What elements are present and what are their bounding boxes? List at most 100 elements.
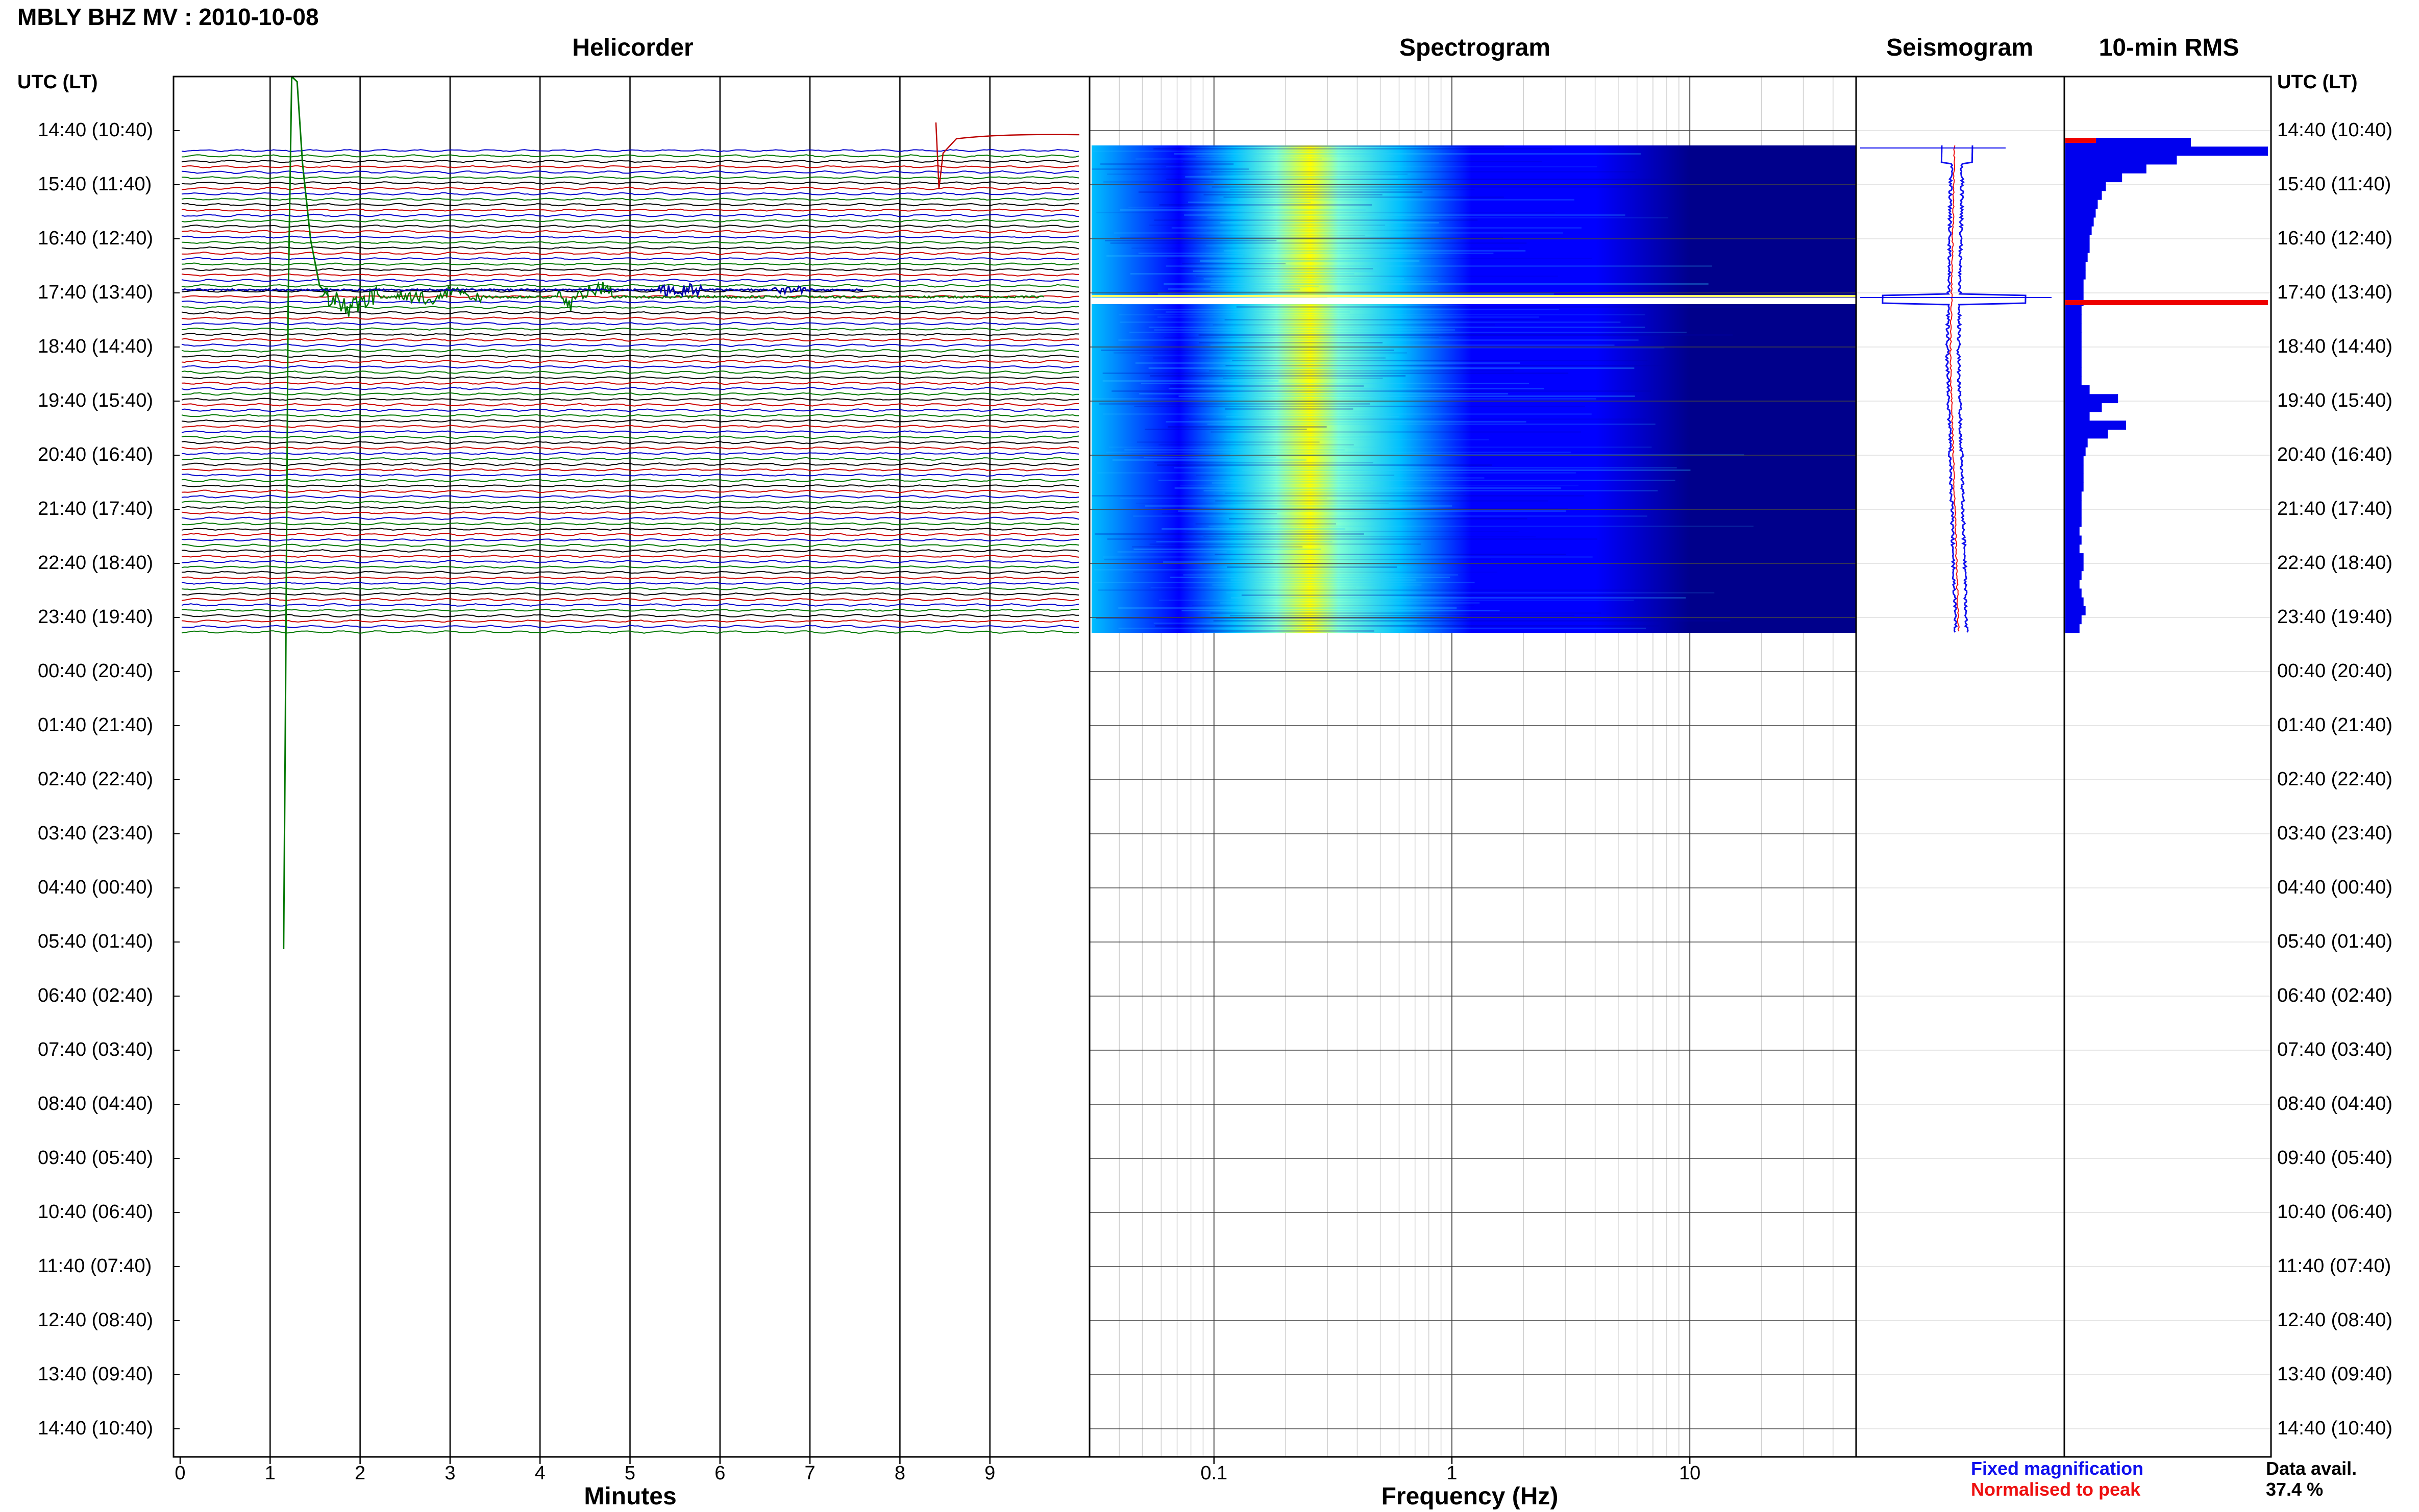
rms-bar bbox=[2065, 138, 2191, 147]
time-label-left: 06:40 (02:40) bbox=[38, 985, 154, 1006]
spectrogram-texture bbox=[1120, 498, 1327, 499]
spectrogram-texture bbox=[1180, 268, 1373, 269]
helicorder-trace-line bbox=[181, 316, 1079, 320]
helicorder-trace-line bbox=[181, 468, 1079, 472]
helicorder-trace-line bbox=[181, 560, 1079, 563]
helicorder-trace-line bbox=[181, 565, 1079, 569]
minute-tick-label: 8 bbox=[894, 1463, 905, 1484]
spectrogram-texture bbox=[1174, 153, 1641, 155]
rms-title: 10-min RMS bbox=[2099, 34, 2239, 61]
spectrogram-texture bbox=[1132, 546, 1303, 548]
helicorder-trace-line bbox=[181, 608, 1079, 612]
rms-bar bbox=[2065, 385, 2090, 394]
helicorder-trace-line bbox=[181, 268, 1079, 271]
spectrogram-texture bbox=[1210, 286, 1319, 287]
spectrogram-texture bbox=[1112, 390, 1651, 392]
helicorder-trace-line bbox=[181, 241, 1079, 244]
spectrogram-texture bbox=[1118, 339, 1639, 341]
utc-header-right: UTC (LT) bbox=[2277, 71, 2358, 93]
spectrogram-texture bbox=[1184, 214, 1625, 216]
time-label-left: 04:40 (00:40) bbox=[38, 877, 154, 898]
rms-bar bbox=[2065, 261, 2086, 271]
time-label-left: 22:40 (18:40) bbox=[38, 552, 154, 574]
rms-bar bbox=[2065, 580, 2080, 589]
time-label-left: 14:40 (10:40) bbox=[38, 119, 154, 141]
spectrogram-texture bbox=[1162, 513, 1277, 514]
spectrogram-texture bbox=[1154, 219, 1478, 221]
spectrogram-texture bbox=[1164, 283, 1709, 285]
spectrogram-texture bbox=[1207, 217, 1668, 218]
helicorder-trace-line bbox=[181, 506, 1079, 509]
spectrogram-texture bbox=[1096, 617, 1468, 619]
time-label-left: 10:40 (06:40) bbox=[38, 1201, 154, 1223]
minute-tick-label: 0 bbox=[175, 1463, 186, 1484]
legend-normalised-to-peak: Normalised to peak bbox=[1971, 1479, 2141, 1500]
rms-bar bbox=[2065, 208, 2096, 218]
frequency-tick-label: 1 bbox=[1446, 1463, 1458, 1484]
helicorder-trace-line bbox=[181, 306, 1079, 309]
helicorder-trace-line bbox=[181, 327, 1079, 331]
rms-bar bbox=[2065, 562, 2084, 572]
spectrogram-texture bbox=[1104, 559, 1491, 560]
spectrogram-texture bbox=[1236, 520, 1380, 522]
spectrogram-event-band bbox=[1092, 295, 1856, 297]
spectrogram-texture bbox=[1148, 327, 1645, 328]
time-label-right: 20:40 (16:40) bbox=[2277, 444, 2393, 465]
spectrogram-texture bbox=[1183, 161, 1542, 162]
spectrogram-texture bbox=[1138, 191, 1423, 193]
time-label-right: 22:40 (18:40) bbox=[2277, 552, 2393, 574]
minute-tick-label: 5 bbox=[624, 1463, 636, 1484]
spectrogram-texture bbox=[1158, 444, 1354, 445]
spectrogram-title: Spectrogram bbox=[1399, 34, 1551, 61]
helicorder-trace-line bbox=[181, 279, 1079, 282]
rms-bar bbox=[2065, 350, 2082, 359]
spectrogram-texture bbox=[1244, 347, 1665, 349]
rms-bar bbox=[2065, 235, 2090, 244]
helicorder-grid bbox=[174, 77, 991, 1464]
helicorder-trace-line bbox=[181, 435, 1079, 439]
rms-bar bbox=[2065, 314, 2082, 324]
spectrogram-texture bbox=[1150, 375, 1406, 377]
time-label-right: 13:40 (09:40) bbox=[2277, 1364, 2393, 1385]
helicorder-trace-line bbox=[181, 149, 1079, 153]
helicorder-trace-line bbox=[181, 392, 1079, 396]
spectrogram-texture bbox=[1241, 594, 1658, 596]
helicorder-trace-line bbox=[181, 343, 1079, 347]
spectrogram-texture bbox=[1155, 625, 1659, 627]
spectrogram-texture bbox=[1186, 531, 1519, 532]
helicorder-trace-line bbox=[181, 370, 1079, 375]
spectrogram-texture bbox=[1230, 579, 1416, 581]
rms-bar bbox=[2065, 509, 2082, 518]
time-label-right: 10:40 (06:40) bbox=[2277, 1201, 2393, 1223]
helicorder-trace-line bbox=[181, 159, 1079, 163]
rms-bar bbox=[2065, 403, 2102, 412]
spectrogram-texture bbox=[1149, 543, 1421, 545]
spectrogram-texture bbox=[1118, 607, 1457, 609]
helicorder-trace-line bbox=[181, 614, 1079, 618]
spectrogram-texture bbox=[1120, 237, 1503, 239]
spectrogram-texture bbox=[1220, 222, 1439, 224]
spectrogram-texture bbox=[1114, 352, 1408, 354]
spectrogram-gap bbox=[1092, 298, 1856, 304]
spectrogram-texture bbox=[1107, 538, 1597, 540]
seismogram-grid bbox=[1856, 130, 2064, 1429]
rms-bar bbox=[2065, 544, 2080, 554]
spectrogram-texture bbox=[1227, 566, 1397, 568]
rms-bar bbox=[2065, 464, 2084, 474]
spectrogram-texture bbox=[1231, 597, 1686, 599]
spectrogram-texture bbox=[1228, 518, 1527, 519]
spectrogram-texture bbox=[1120, 321, 1621, 323]
time-label-left: 02:40 (22:40) bbox=[38, 769, 154, 790]
spectrogram-texture bbox=[1229, 189, 1475, 190]
page-title: MBLY BHZ MV : 2010-10-08 bbox=[17, 4, 319, 30]
spectrogram-texture bbox=[1103, 413, 1592, 415]
spectrogram-texture bbox=[1122, 304, 1401, 305]
helicorder-trace-line bbox=[181, 225, 1079, 228]
spectrogram-texture bbox=[1224, 439, 1489, 440]
spectrogram-texture bbox=[1166, 421, 1526, 423]
spectrogram-texture bbox=[1166, 179, 1658, 180]
spectrogram-xlabel: Frequency (Hz) bbox=[1381, 1483, 1559, 1510]
spectrogram-texture bbox=[1119, 314, 1645, 315]
time-label-right: 04:40 (00:40) bbox=[2277, 877, 2393, 898]
spectrogram-texture bbox=[1137, 291, 1531, 292]
